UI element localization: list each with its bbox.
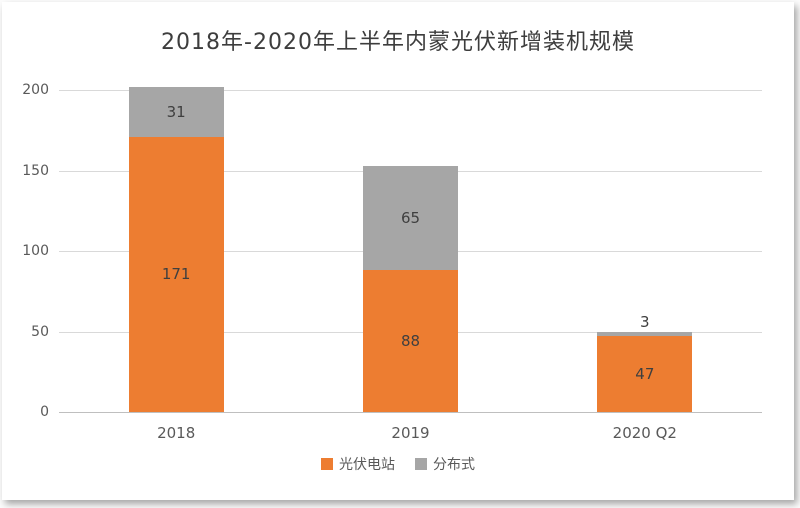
plot-area: 0 50 100 150 200 171 31 2018 88 65 2019 47 3 2020 Q2: [22, 82, 762, 442]
legend-label: 光伏电站: [339, 457, 395, 473]
legend-label: 分布式: [433, 457, 475, 473]
grid-line-200: [59, 90, 762, 91]
bar-segment-2020Q2-分布式: 3: [597, 313, 693, 337]
bar-segment-2020Q2-光伏电站: 47: [597, 336, 693, 412]
y-tick-label-150: 150: [22, 162, 49, 179]
x-tick-label-2020Q2: 2020 Q2: [612, 424, 677, 442]
legend-swatch-icon: [321, 458, 333, 470]
bar-value-label: 3: [640, 312, 650, 331]
y-tick-label-100: 100: [22, 243, 49, 259]
y-tick-label-0: 0: [40, 404, 49, 420]
bar-value-label: 65: [400, 209, 421, 227]
bar-value-label: 47: [635, 365, 655, 384]
bar-segment-2019-光伏电站: 88: [363, 270, 458, 412]
bar-value-label: 171: [161, 265, 191, 284]
legend-item-光伏电站: 光伏电站: [321, 454, 395, 474]
chart-card: 2018年-2020年上半年内蒙光伏新增装机规模 0 50 100 150 200 171…: [2, 2, 794, 500]
y-tick-label-200: 200: [22, 82, 49, 98]
legend-swatch-icon: [415, 458, 427, 470]
x-tick-label-2018: 2018: [157, 424, 196, 442]
bar-value-label: 88: [400, 332, 421, 351]
chart-legend: 光伏电站 分布式: [2, 454, 794, 474]
bar-segment-2019-分布式: 65: [363, 165, 458, 271]
y-tick-label-50: 50: [31, 323, 49, 340]
bar-segment-2018-光伏电站: 171: [128, 136, 224, 412]
x-tick-label-2019: 2019: [391, 424, 430, 442]
bar-value-label: 31: [166, 102, 186, 121]
bar-segment-2018-分布式: 31: [128, 86, 224, 137]
chart-title: 2018年-2020年上半年内蒙光伏新增装机规模: [161, 30, 635, 55]
legend-item-分布式: 分布式: [415, 454, 475, 474]
grid-line-0: [59, 412, 762, 413]
